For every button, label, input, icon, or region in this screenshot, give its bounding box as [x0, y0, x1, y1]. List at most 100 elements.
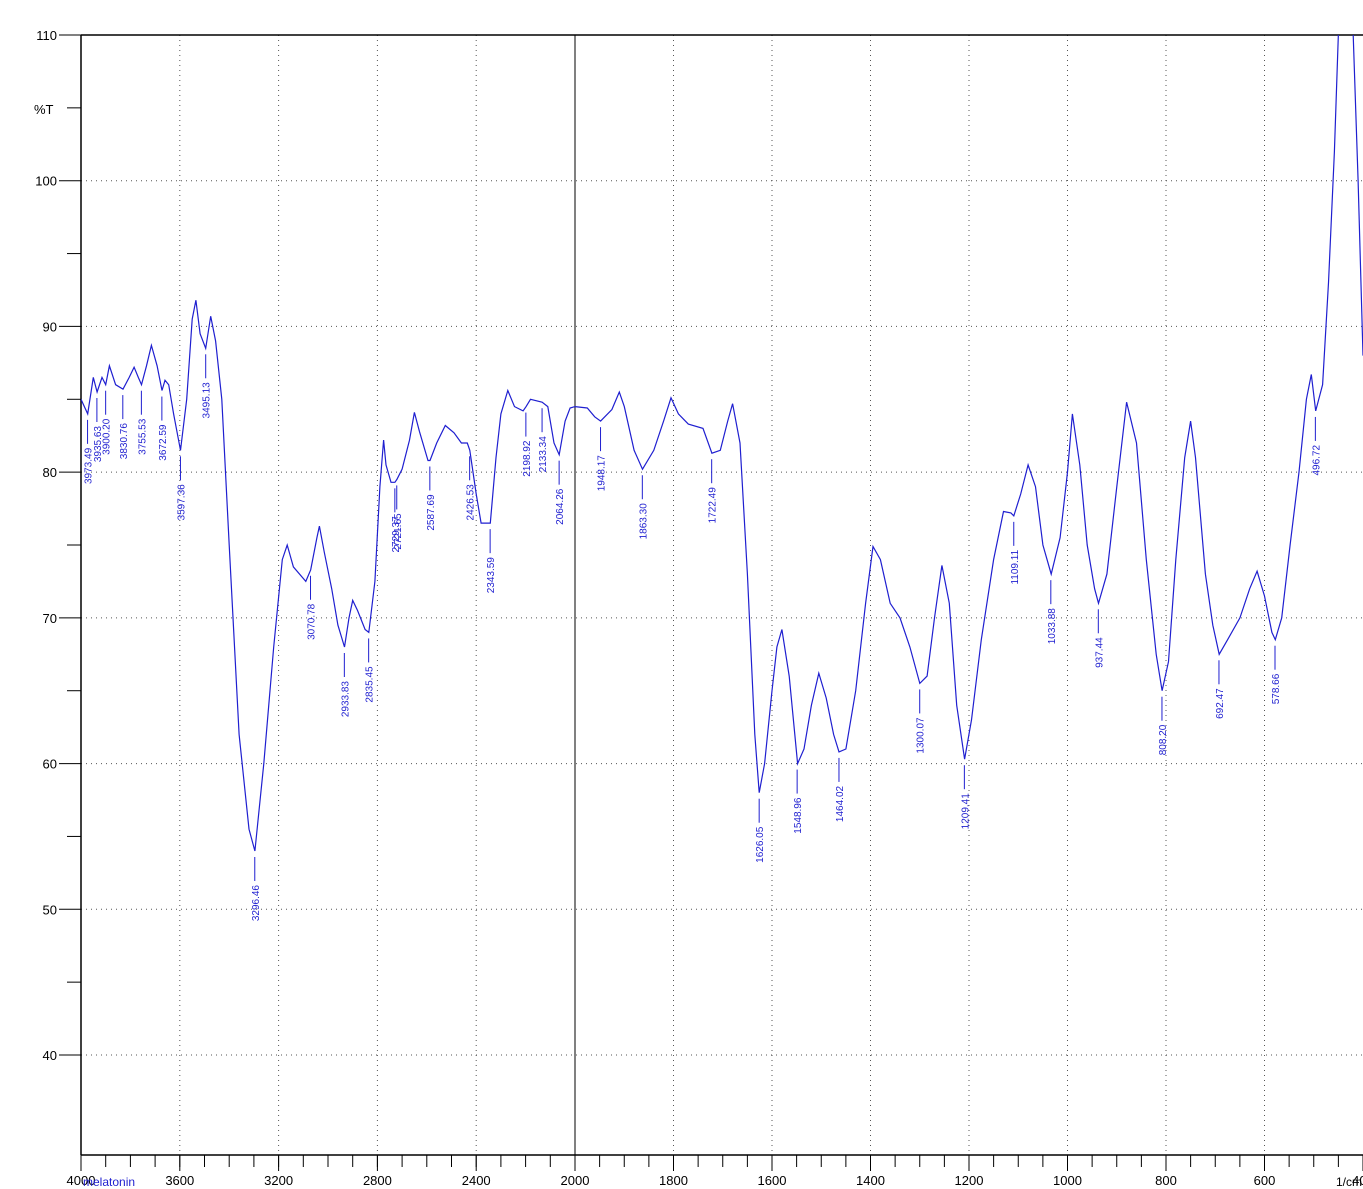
spectrum-series — [81, 35, 1363, 852]
peak-marker: 2343.59 — [486, 529, 497, 593]
x-tick-label: 2800 — [363, 1173, 392, 1188]
y-axis-label: %T — [34, 102, 54, 117]
x-tick-label: 1000 — [1053, 1173, 1082, 1188]
y-tick-label: 50 — [43, 902, 57, 917]
peak-label: 1722.49 — [708, 487, 719, 524]
peak-marker: 1863.30 — [638, 475, 649, 539]
peak-marker: 3495.13 — [202, 354, 213, 418]
axes: 110 100 90 80 70 60 50 40 4000 3600 3200 2800 2400 20… — [35, 28, 1363, 1188]
peak-marker: 1300.07 — [916, 689, 927, 754]
peak-label: 808.20 — [1158, 724, 1169, 755]
peak-marker: 2426.53 — [466, 456, 477, 520]
peak-marker: 2198.92 — [522, 412, 533, 477]
y-tick-label: 60 — [43, 757, 57, 772]
peak-label: 3973.49 — [84, 447, 95, 484]
x-tick-label: 1800 — [659, 1173, 688, 1188]
peak-label: 2835.45 — [365, 666, 376, 703]
x-tick-label: 3200 — [264, 1173, 293, 1188]
peak-label: 2426.53 — [466, 484, 477, 521]
peak-marker: 1109.11 — [1010, 521, 1021, 585]
x-tick-label: 3600 — [165, 1173, 194, 1188]
peak-marker: 1209.41 — [960, 765, 971, 829]
peak-label: 3900.20 — [102, 418, 113, 455]
peak-marker: 1948.17 — [597, 427, 608, 491]
peak-label: 2064.26 — [555, 488, 566, 525]
peak-marker: 1626.05 — [755, 798, 766, 863]
peak-label: 3070.78 — [307, 603, 318, 640]
peak-label: 3672.59 — [158, 424, 169, 461]
y-tick-label: 110 — [36, 28, 57, 43]
peak-marker: 3672.59 — [158, 396, 169, 461]
peak-marker: 937.44 — [1094, 609, 1105, 668]
peak-marker: 808.20 — [1158, 696, 1169, 755]
peak-label: 937.44 — [1094, 637, 1105, 668]
x-tick-label: 1400 — [856, 1173, 885, 1188]
x-tick-label: 600 — [1254, 1173, 1276, 1188]
peak-label: 1209.41 — [960, 793, 971, 830]
peak-label: 3755.53 — [137, 418, 148, 455]
x-tick-label: 4000 — [67, 1173, 96, 1188]
peak-marker: 3296.46 — [251, 857, 262, 921]
peak-marker: 2133.34 — [538, 408, 549, 472]
peak-marker: 3830.76 — [119, 395, 130, 459]
peak-marker: 1722.49 — [708, 459, 719, 523]
peak-label: 2198.92 — [522, 440, 533, 477]
peak-marker: 2721.65 — [393, 485, 404, 550]
y-tick-label: 40 — [43, 1048, 57, 1063]
peak-label: 496.72 — [1311, 445, 1322, 476]
peak-label: 1464.02 — [835, 785, 846, 822]
peak-label: 1033.88 — [1047, 608, 1058, 645]
peak-label: 3830.76 — [119, 423, 130, 460]
y-tick-label: 70 — [43, 611, 57, 626]
sample-name: melatonin — [83, 1175, 135, 1189]
x-tick-label: 1200 — [955, 1173, 984, 1188]
peak-marker: 692.47 — [1215, 660, 1226, 719]
peak-label: 1300.07 — [916, 717, 927, 754]
peak-label: 3935.63 — [93, 426, 104, 463]
peak-label: 2587.69 — [426, 494, 437, 531]
y-tick-label: 100 — [35, 174, 57, 189]
peak-label: 1548.96 — [793, 797, 804, 834]
peak-label: 2343.59 — [486, 557, 497, 594]
peak-marker: 2835.45 — [365, 638, 376, 703]
peak-label: 3495.13 — [202, 382, 213, 419]
peak-marker: 578.66 — [1271, 645, 1282, 704]
peak-label: 1863.30 — [638, 503, 649, 540]
peak-label: 2933.83 — [340, 681, 351, 718]
x-tick-label: 800 — [1155, 1173, 1177, 1188]
peak-marker: 2587.69 — [426, 466, 437, 531]
peak-label: 2133.34 — [538, 436, 549, 473]
x-tick-label: 2000 — [561, 1173, 590, 1188]
peak-label: 1948.17 — [597, 455, 608, 492]
peak-marker: 3935.63 — [93, 398, 104, 462]
y-tick-label: 80 — [43, 465, 57, 480]
peak-marker: 2729.37 — [391, 488, 402, 552]
peak-label: 3296.46 — [251, 885, 262, 922]
peak-label: 2721.65 — [393, 513, 404, 550]
peak-marker: 2064.26 — [555, 460, 566, 525]
peak-marker: 3597.36 — [176, 456, 187, 520]
peak-label: 578.66 — [1271, 673, 1282, 704]
plot-frame — [80, 34, 1363, 1156]
x-tick-label: 1600 — [758, 1173, 787, 1188]
peak-label: 1109.11 — [1010, 549, 1021, 584]
peak-marker: 3973.49 — [84, 419, 95, 484]
peak-label: 692.47 — [1215, 688, 1226, 719]
x-tick-label: 2400 — [462, 1173, 491, 1188]
peak-marker: 2933.83 — [340, 653, 351, 717]
y-tick-label: 90 — [43, 319, 57, 334]
x-tick-label: 400 — [1352, 1173, 1363, 1188]
peak-marker: 1464.02 — [835, 757, 846, 822]
peak-label: 1626.05 — [755, 826, 766, 863]
peak-marker: 3755.53 — [137, 390, 148, 455]
peak-marker: 1033.88 — [1047, 580, 1058, 644]
spectrum-line — [81, 35, 1363, 852]
peak-label: 2729.37 — [391, 516, 402, 553]
x-axis-label: 1/cm — [1336, 1175, 1362, 1189]
peak-marker: 3900.20 — [102, 390, 113, 455]
peak-marker: 496.72 — [1311, 416, 1322, 476]
peak-marker: 3070.78 — [307, 575, 318, 640]
